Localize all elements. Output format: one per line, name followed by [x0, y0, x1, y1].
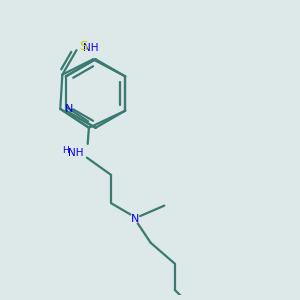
Text: NH: NH [83, 43, 99, 53]
Text: N: N [65, 104, 74, 114]
Text: H: H [62, 146, 69, 155]
Text: NH: NH [68, 148, 83, 158]
Text: S: S [80, 40, 88, 53]
Text: N: N [131, 214, 140, 224]
